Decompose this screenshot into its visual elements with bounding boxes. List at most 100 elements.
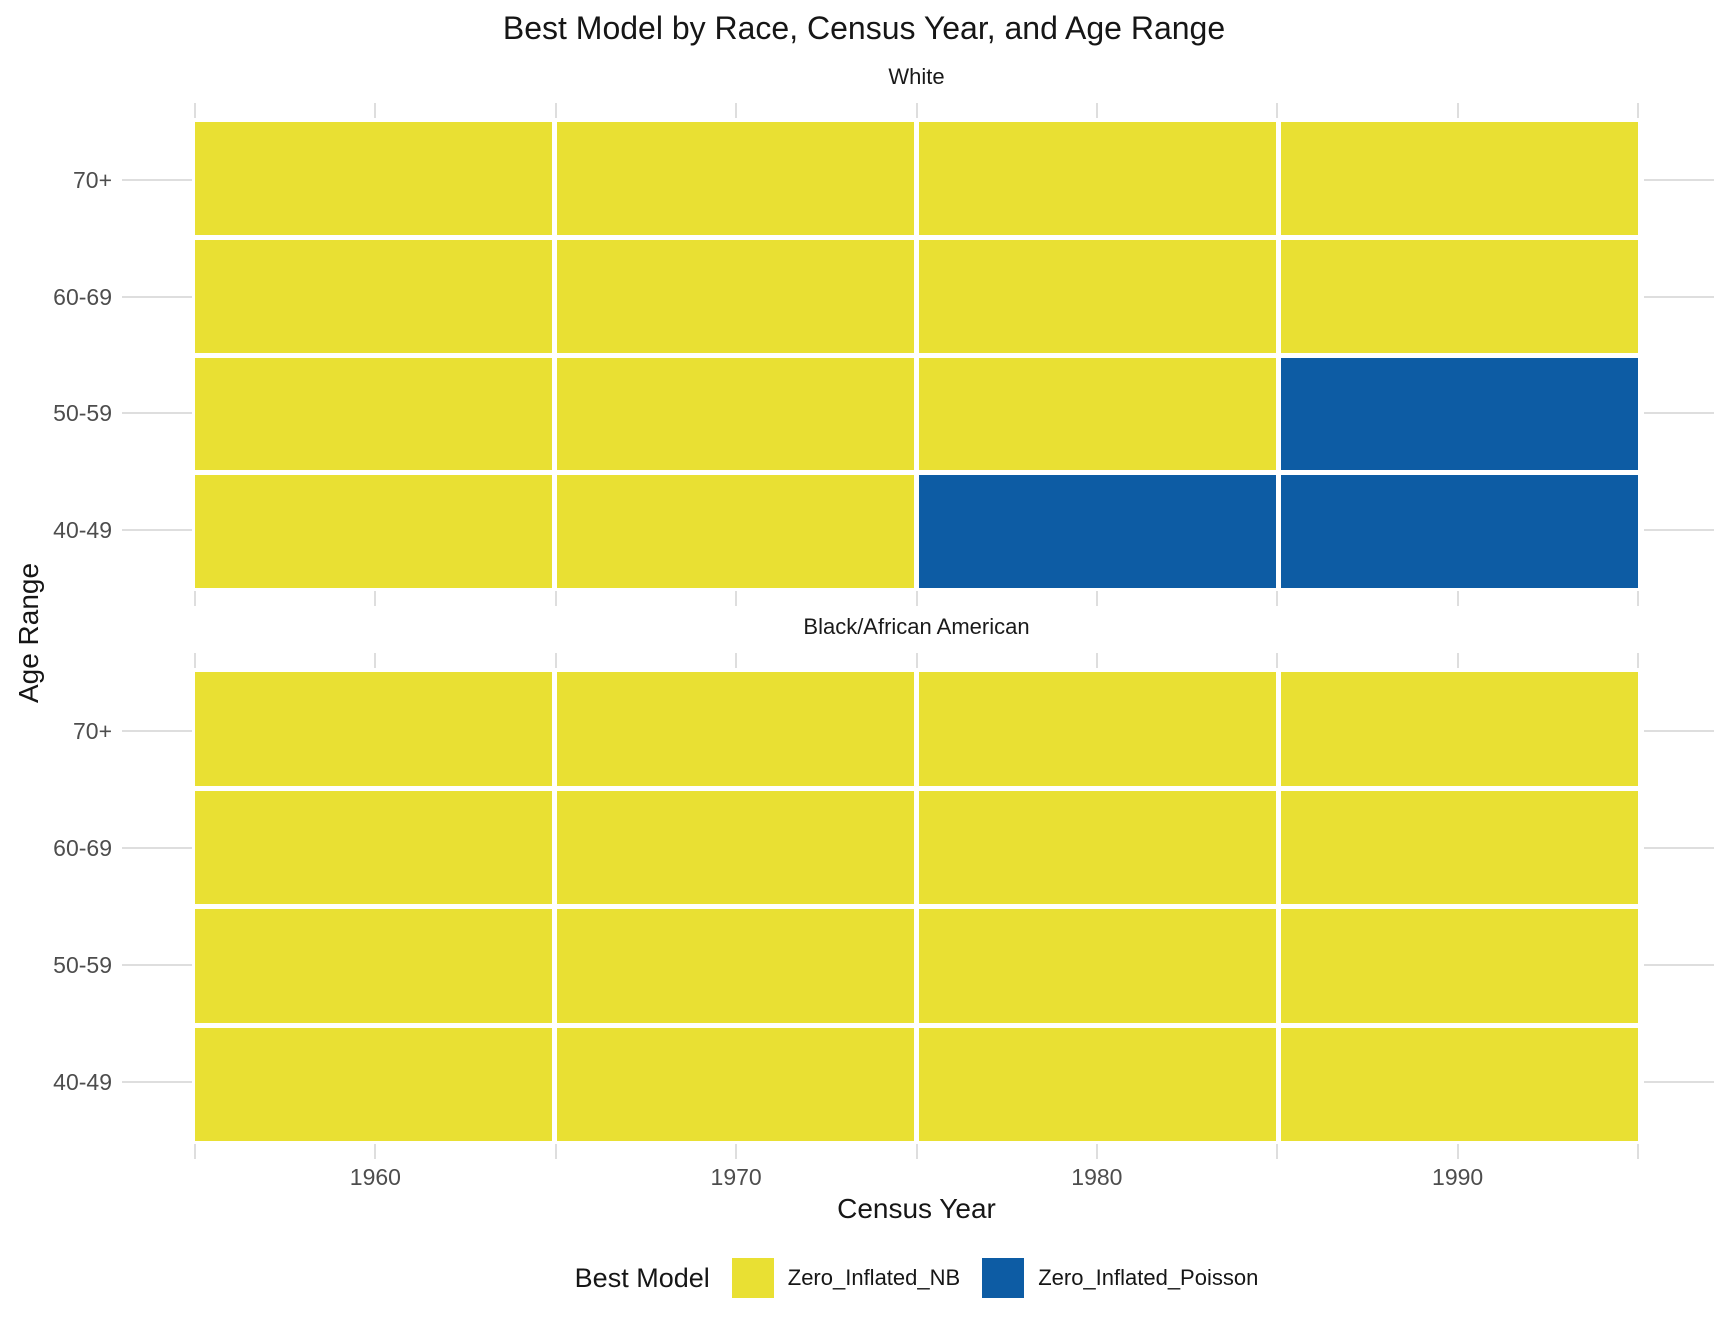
- legend-label: Zero_Inflated_NB: [787, 1265, 961, 1290]
- y-tick-mark-left: [122, 964, 192, 967]
- y-tick-mark-left: [122, 528, 192, 531]
- y-tick-mark-left: [122, 729, 192, 732]
- x-tick-mark-bottom: [554, 1144, 557, 1159]
- tile-Black/African American-60-69-1990: [1281, 790, 1638, 904]
- y-tick-mark-left: [122, 179, 192, 182]
- y-tick-label: 60-69: [53, 283, 112, 310]
- x-tick-mark-bottom: [194, 591, 196, 606]
- x-tick-label: 1970: [710, 1164, 762, 1190]
- x-tick-mark-bottom: [735, 1144, 738, 1159]
- x-axis-title: Census Year: [837, 1193, 996, 1224]
- legend-title: Best Model: [574, 1262, 710, 1293]
- tile-White-50-59-1960: [195, 357, 552, 471]
- tile-White-50-59-1990: [1281, 357, 1638, 471]
- y-tick-mark-right: [1644, 729, 1714, 732]
- x-tick-mark-top: [374, 653, 377, 668]
- x-tick-mark-bottom: [1456, 591, 1459, 606]
- x-tick-mark-bottom: [554, 591, 557, 606]
- tile-White-70+-1980: [919, 122, 1276, 235]
- legend: Best Model Zero_Inflated_NB Zero_Inflated…: [195, 1258, 1638, 1298]
- facet-panel: [195, 672, 1638, 1141]
- tile-Black/African American-70+-1990: [1281, 672, 1638, 786]
- tile-Black/African American-40-49-1990: [1281, 1027, 1638, 1141]
- x-tick-mark-top: [554, 103, 557, 118]
- x-tick-mark-bottom: [194, 1144, 196, 1159]
- x-tick-mark-bottom: [1276, 591, 1279, 606]
- y-tick-label: 70+: [72, 167, 112, 194]
- tile-White-40-49-1980: [919, 475, 1276, 588]
- tile-White-50-59-1970: [557, 357, 914, 471]
- x-tick-mark-top: [915, 653, 918, 668]
- x-tick-mark-bottom: [1095, 1144, 1098, 1159]
- tile-Black/African American-50-59-1960: [195, 909, 552, 1023]
- y-tick-label: 70+: [72, 717, 112, 744]
- x-tick-mark-top: [735, 653, 738, 668]
- legend-item: Zero_Inflated_Poisson: [982, 1258, 1258, 1298]
- x-tick-mark-bottom: [1276, 1144, 1279, 1159]
- legend-swatch-Zero_Inflated_Poisson: [982, 1258, 1025, 1298]
- x-tick-mark-top: [554, 653, 557, 668]
- tile-White-70+-1990: [1281, 122, 1638, 235]
- tile-Black/African American-70+-1970: [557, 672, 914, 786]
- tile-White-60-69-1980: [919, 239, 1276, 353]
- y-tick-mark-right: [1644, 412, 1714, 415]
- x-tick-mark-top: [1095, 103, 1098, 118]
- x-tick-mark-top: [374, 103, 377, 118]
- tile-White-40-49-1960: [195, 475, 552, 588]
- x-tick-mark-bottom: [735, 591, 738, 606]
- chart-title: Best Model by Race, Census Year, and Age…: [502, 10, 1226, 46]
- y-tick-mark-right: [1644, 179, 1714, 182]
- y-tick-label: 40-49: [53, 1069, 112, 1096]
- legend-item: Zero_Inflated_NB: [731, 1258, 961, 1298]
- y-tick-label: 50-59: [53, 400, 112, 427]
- tile-Black/African American-50-59-1990: [1281, 909, 1638, 1023]
- tile-White-70+-1960: [195, 122, 552, 235]
- y-tick-mark-right: [1644, 528, 1714, 531]
- tile-White-40-49-1970: [557, 475, 914, 588]
- y-tick-mark-right: [1644, 846, 1714, 849]
- y-tick-mark-right: [1644, 1081, 1714, 1084]
- x-tick-mark-top: [1637, 103, 1639, 118]
- tile-White-70+-1970: [557, 122, 914, 235]
- y-tick-mark-left: [122, 846, 192, 849]
- x-tick-label: 1980: [1071, 1164, 1123, 1190]
- y-tick-mark-left: [122, 1081, 192, 1084]
- tile-White-60-69-1970: [557, 239, 914, 353]
- y-tick-label: 50-59: [53, 952, 112, 979]
- tile-White-60-69-1960: [195, 239, 552, 353]
- x-tick-mark-bottom: [915, 1144, 918, 1159]
- y-axis-title: Age Range: [13, 562, 44, 704]
- x-tick-mark-top: [194, 653, 196, 668]
- tile-Black/African American-60-69-1970: [557, 790, 914, 904]
- x-tick-mark-bottom: [1637, 591, 1639, 606]
- tile-Black/African American-60-69-1980: [919, 790, 1276, 904]
- x-tick-label: 1990: [1432, 1164, 1484, 1190]
- tile-White-60-69-1990: [1281, 239, 1638, 353]
- x-tick-mark-bottom: [374, 1144, 377, 1159]
- legend-label: Zero_Inflated_Poisson: [1038, 1265, 1259, 1290]
- tile-White-50-59-1980: [919, 357, 1276, 471]
- x-tick-mark-top: [194, 103, 196, 118]
- legend-swatch-Zero_Inflated_NB: [731, 1258, 774, 1298]
- tile-Black/African American-70+-1980: [919, 672, 1276, 786]
- y-tick-mark-left: [122, 412, 192, 415]
- x-tick-mark-bottom: [915, 591, 918, 606]
- x-tick-mark-bottom: [1456, 1144, 1459, 1159]
- tile-Black/African American-40-49-1980: [919, 1027, 1276, 1141]
- tile-Black/African American-40-49-1970: [557, 1027, 914, 1141]
- x-tick-mark-top: [1276, 653, 1279, 668]
- tile-Black/African American-60-69-1960: [195, 790, 552, 904]
- tile-White-40-49-1990: [1281, 475, 1638, 588]
- x-tick-mark-top: [1637, 653, 1639, 668]
- x-tick-mark-bottom: [374, 591, 377, 606]
- facet-strip-label: Black/African American: [803, 614, 1030, 639]
- y-tick-label: 60-69: [53, 834, 112, 861]
- x-tick-mark-top: [915, 103, 918, 118]
- x-tick-mark-bottom: [1637, 1144, 1639, 1159]
- tile-Black/African American-50-59-1970: [557, 909, 914, 1023]
- y-tick-mark-right: [1644, 295, 1714, 298]
- tile-Black/African American-70+-1960: [195, 672, 552, 786]
- tile-Black/African American-50-59-1980: [919, 909, 1276, 1023]
- x-tick-label: 1960: [349, 1164, 401, 1190]
- facet-panel: [195, 122, 1638, 588]
